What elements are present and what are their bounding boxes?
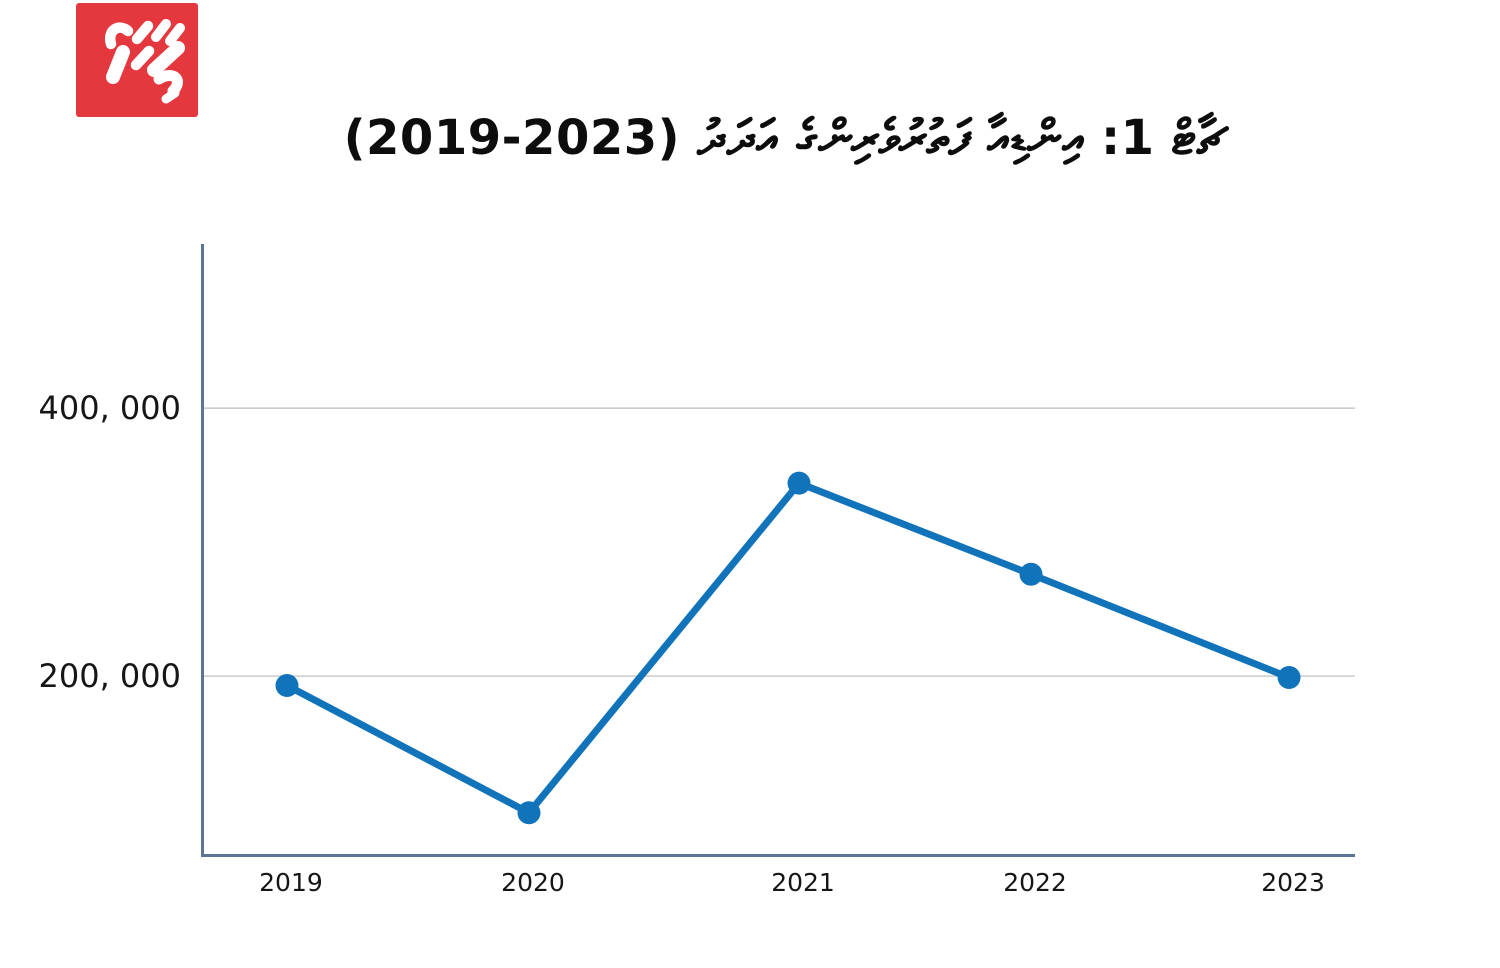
data-point-2022 xyxy=(1019,562,1043,586)
x-axis-tick-label: 2020 xyxy=(501,868,565,897)
y-axis-tick-label: 200, 000 xyxy=(39,657,182,695)
data-point-2021 xyxy=(787,471,811,495)
x-axis-tick-label: 2021 xyxy=(771,868,835,897)
x-axis-tick-label: 2022 xyxy=(1003,868,1067,897)
mihaaru-logo xyxy=(76,3,198,117)
chart-title: ޗާޓް 1: އިންޑިއާ ފަތުރުވެރިންގެ އަދަދު (… xyxy=(343,110,1227,166)
x-axis-tick-label: 2023 xyxy=(1261,868,1325,897)
data-point-2023 xyxy=(1277,665,1301,689)
data-point-2019 xyxy=(275,674,299,698)
y-axis-tick-label: 400, 000 xyxy=(39,389,182,427)
data-point-2020 xyxy=(517,801,541,825)
x-axis-tick-label: 2019 xyxy=(259,868,323,897)
logo-thaana-glyphs xyxy=(104,19,185,104)
series-line xyxy=(283,479,1293,817)
